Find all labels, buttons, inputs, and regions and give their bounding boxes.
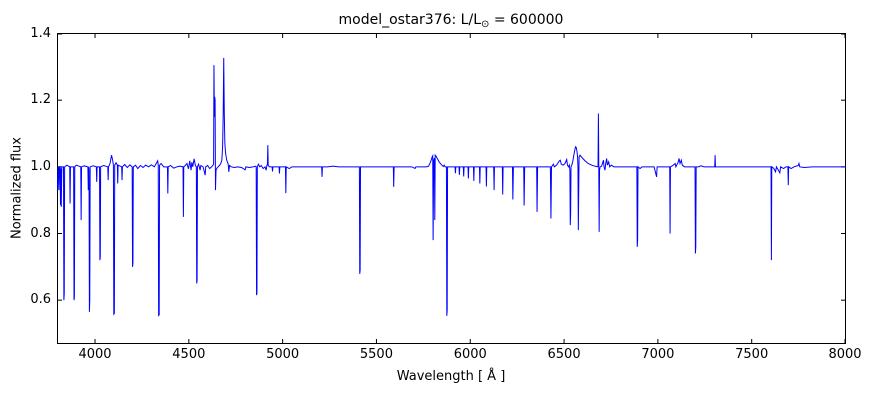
plot-title-text: model_ostar376: L/L: [338, 12, 481, 28]
x-tick-label: 5500: [359, 347, 393, 362]
spectrum-plot: [57, 33, 846, 344]
x-tick-label: 6000: [453, 347, 487, 362]
spectrum-line: [57, 57, 846, 317]
plot-title: model_ostar376: L/L⊙ = 600000: [57, 12, 845, 30]
x-tick-label: 6500: [547, 347, 581, 362]
x-tick-label: 7000: [641, 347, 675, 362]
y-tick-label: 1.2: [30, 92, 51, 108]
x-axis-label: Wavelength [ Å ]: [396, 369, 506, 384]
y-tick-label: 1.4: [30, 26, 51, 41]
axes-frame: [57, 33, 846, 344]
plot-area: [57, 33, 846, 344]
y-tick-label: 0.6: [30, 292, 51, 308]
x-tick-label: 5000: [266, 347, 300, 362]
y-tick-label: 1.0: [30, 158, 51, 174]
x-tick-label: 7500: [735, 347, 769, 362]
x-tick-label: 4000: [78, 347, 112, 362]
solar-symbol: ⊙: [481, 19, 490, 30]
x-tick-label: 4500: [172, 347, 206, 362]
y-tick-label: 0.8: [30, 225, 51, 241]
plot-title-value: = 600000: [489, 12, 564, 28]
x-tick-label: 8000: [828, 347, 862, 362]
